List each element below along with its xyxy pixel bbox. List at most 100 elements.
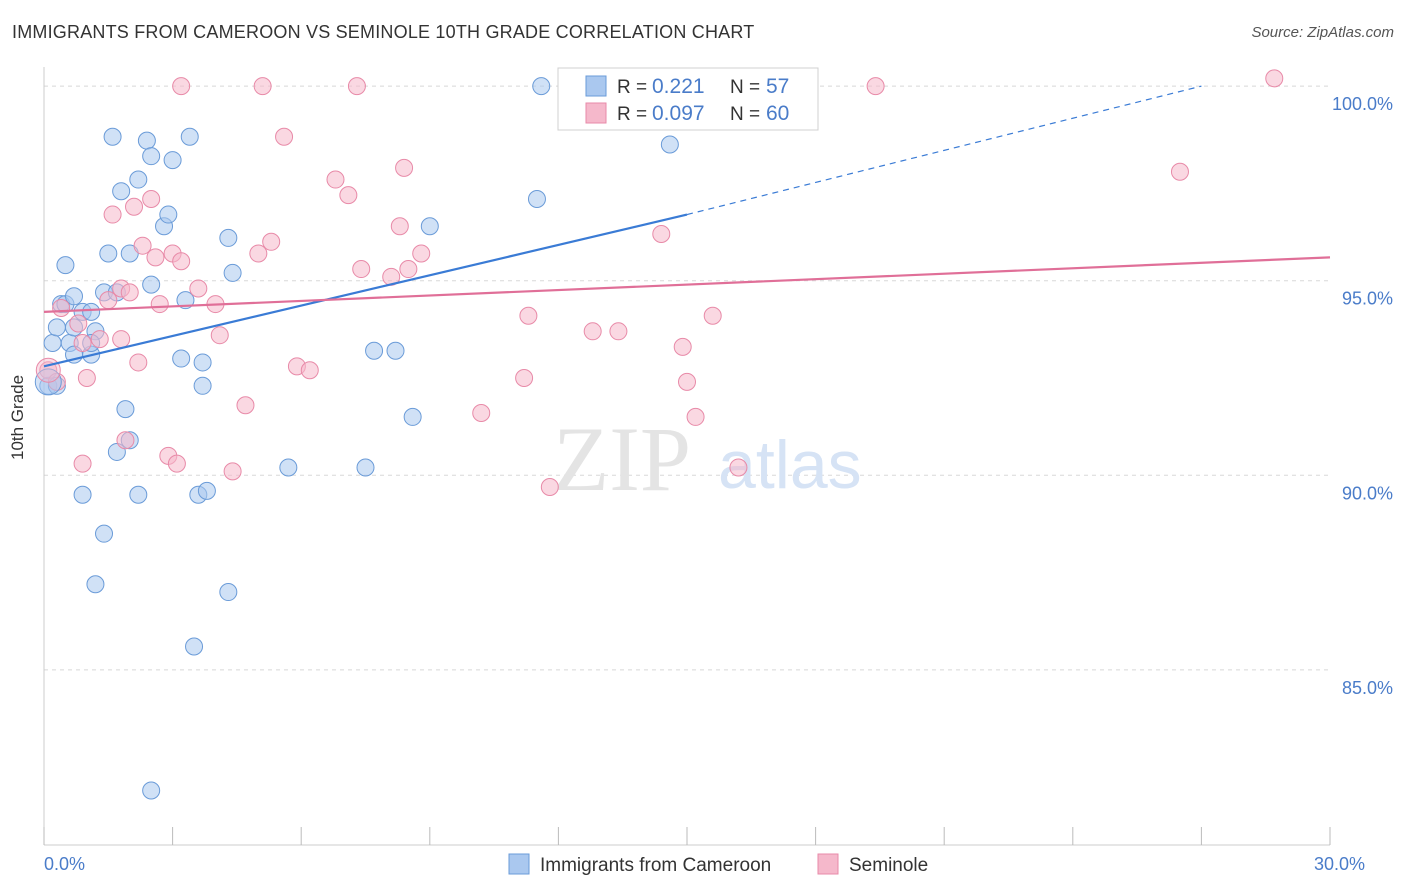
cameroon-point <box>197 481 216 500</box>
seminole-point <box>223 462 242 481</box>
seminole-point <box>77 369 96 388</box>
seminole-point <box>249 244 268 263</box>
seminole-point <box>609 322 628 341</box>
cameroon-point <box>193 376 212 395</box>
cameroon-point <box>365 341 384 360</box>
cameroon-point <box>279 458 298 477</box>
stats-n-label: N = <box>730 104 760 125</box>
cameroon-point <box>142 275 161 294</box>
cameroon-point <box>532 77 551 96</box>
seminole-point <box>167 454 186 473</box>
cameroon-point <box>112 182 131 201</box>
seminole-point <box>395 158 414 177</box>
seminole-point <box>540 477 559 496</box>
stats-r-value: 0.097 <box>652 102 705 125</box>
trend-layer <box>43 85 1331 368</box>
cameroon-point <box>129 485 148 504</box>
cameroon-point <box>172 349 191 368</box>
cameroon-point <box>142 147 161 166</box>
cameroon-trend-line <box>43 213 688 368</box>
cameroon-point <box>56 256 75 275</box>
cameroon-point <box>163 151 182 170</box>
chart-title: IMMIGRANTS FROM CAMEROON VS SEMINOLE 10T… <box>12 22 755 42</box>
cameroon-point <box>142 781 161 800</box>
seminole-point <box>262 232 281 251</box>
stats-r-value: 0.221 <box>652 75 705 98</box>
stats-r-label: R = <box>617 77 647 98</box>
axis-layer: 100.0% 95.0% 90.0% 85.0% 0.0% 30.0% <box>43 67 1393 874</box>
y-tick-label: 90.0% <box>1342 483 1393 503</box>
seminole-point <box>133 236 152 255</box>
seminole-point <box>172 252 191 271</box>
source-label: Source: ZipAtlas.com <box>1251 24 1394 41</box>
cameroon-point <box>95 524 114 543</box>
stats-swatch <box>585 102 607 124</box>
cameroon-point <box>527 189 546 208</box>
cameroon-point <box>129 170 148 189</box>
cameroon-point <box>73 485 92 504</box>
seminole-point <box>146 248 165 267</box>
seminole-point <box>52 298 71 317</box>
seminole-point <box>112 330 131 349</box>
stats-n-label: N = <box>730 77 760 98</box>
cameroon-point <box>99 244 118 263</box>
seminole-point <box>150 295 169 314</box>
seminole-point <box>129 353 148 372</box>
cameroon-point <box>386 341 405 360</box>
cameroon-point <box>47 318 66 337</box>
cameroon-point <box>82 302 101 321</box>
seminole-point <box>678 372 696 391</box>
seminole-point <box>729 458 748 477</box>
cameroon-point <box>420 217 439 236</box>
x-tick-label: 30.0% <box>1314 854 1365 874</box>
seminole-point <box>686 407 705 426</box>
seminole-point <box>116 431 135 450</box>
seminole-point <box>253 77 272 96</box>
legend-swatch-pink <box>817 853 839 875</box>
legend: Immigrants from Cameroon Seminole <box>508 853 928 876</box>
cameroon-point <box>65 287 84 306</box>
stats-n-value: 60 <box>766 102 789 125</box>
watermark-zip: ZIP <box>553 408 691 510</box>
legend-label: Immigrants from Cameroon <box>540 855 771 876</box>
cameroon-point <box>159 205 178 224</box>
y-tick-label: 85.0% <box>1342 678 1393 698</box>
seminole-point <box>172 77 191 96</box>
seminole-point <box>236 396 255 415</box>
seminole-point <box>399 260 418 279</box>
cameroon-point <box>176 291 195 310</box>
seminole-point <box>90 330 109 349</box>
seminole-point <box>1265 69 1284 88</box>
cameroon-point <box>116 400 135 419</box>
cameroon-point <box>223 263 242 282</box>
seminole-point <box>1170 162 1189 181</box>
seminole-point <box>73 454 92 473</box>
seminole-point <box>347 77 366 96</box>
legend-swatch-blue <box>508 853 530 875</box>
seminole-point <box>69 314 88 333</box>
cameroon-trend-extension <box>686 85 1202 216</box>
seminole-point <box>673 337 692 356</box>
cameroon-point <box>219 228 238 247</box>
seminole-point <box>472 404 491 423</box>
cameroon-point <box>137 131 156 150</box>
stats-r-label: R = <box>617 104 647 125</box>
cameroon-point <box>185 637 204 656</box>
points-layer <box>34 69 1284 800</box>
seminole-trend-line <box>43 256 1331 313</box>
y-tick-label: 95.0% <box>1342 289 1393 309</box>
cameroon-point <box>180 127 199 146</box>
cameroon-point <box>356 458 375 477</box>
seminole-point <box>103 205 122 224</box>
seminole-point <box>120 283 139 302</box>
cameroon-point <box>660 135 679 154</box>
seminole-point <box>142 189 161 208</box>
seminole-point <box>189 279 208 298</box>
seminole-point <box>210 326 229 345</box>
seminole-point <box>390 217 409 236</box>
seminole-point <box>300 361 319 380</box>
seminole-point <box>519 306 538 325</box>
legend-label: Seminole <box>849 855 928 876</box>
seminole-point <box>652 225 671 244</box>
